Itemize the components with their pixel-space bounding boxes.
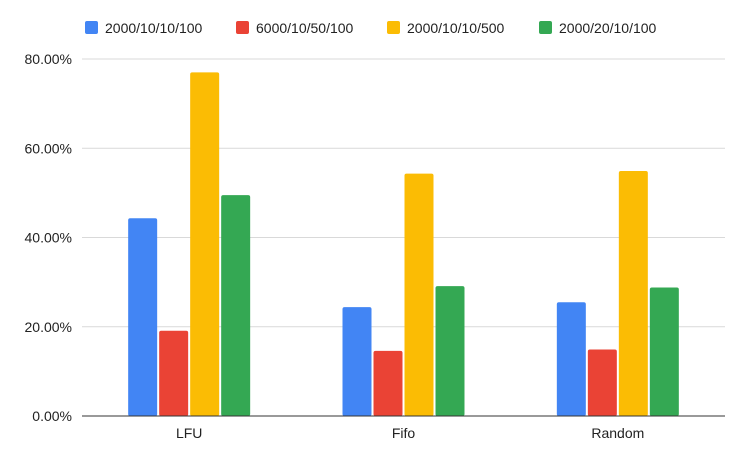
legend-swatch (85, 21, 98, 34)
bar-lfu-series-3 (190, 72, 220, 416)
legend-label: 6000/10/50/100 (256, 20, 354, 36)
y-tick-label: 60.00% (25, 140, 72, 156)
y-tick-label: 80.00% (25, 51, 72, 67)
y-tick-label: 20.00% (25, 319, 72, 335)
legend-swatch (387, 21, 400, 34)
bar-fifo-series-2 (373, 350, 403, 416)
x-axis: LFU Fifo Random (82, 415, 725, 441)
bar-random-series-3 (618, 171, 648, 416)
legend-label: 2000/20/10/100 (559, 20, 657, 36)
legend-swatch (539, 21, 552, 34)
bars (128, 72, 679, 416)
x-tick-label: Random (591, 425, 644, 441)
bar-random-series-4 (649, 287, 679, 416)
legend: 2000/10/10/100 6000/10/50/100 2000/10/10/5… (85, 20, 657, 36)
bar-fifo-series-3 (404, 173, 434, 416)
gridlines (82, 58, 725, 328)
y-tick-label: 0.00% (32, 408, 72, 424)
x-tick-label: LFU (176, 425, 202, 441)
legend-label: 2000/10/10/100 (105, 20, 203, 36)
legend-label: 2000/10/10/500 (407, 20, 505, 36)
y-axis: 0.00% 20.00% 40.00% 60.00% 80.00% (25, 51, 72, 424)
bar-fifo-series-4 (435, 286, 465, 416)
x-tick-label: Fifo (392, 425, 416, 441)
bar-random-series-1 (556, 302, 586, 416)
bar-lfu-series-4 (221, 195, 251, 416)
bar-fifo-series-1 (342, 307, 372, 416)
bar-random-series-2 (587, 349, 617, 416)
legend-swatch (236, 21, 249, 34)
bar-lfu-series-1 (128, 218, 158, 416)
bar-lfu-series-2 (159, 330, 189, 416)
y-tick-label: 40.00% (25, 230, 72, 246)
